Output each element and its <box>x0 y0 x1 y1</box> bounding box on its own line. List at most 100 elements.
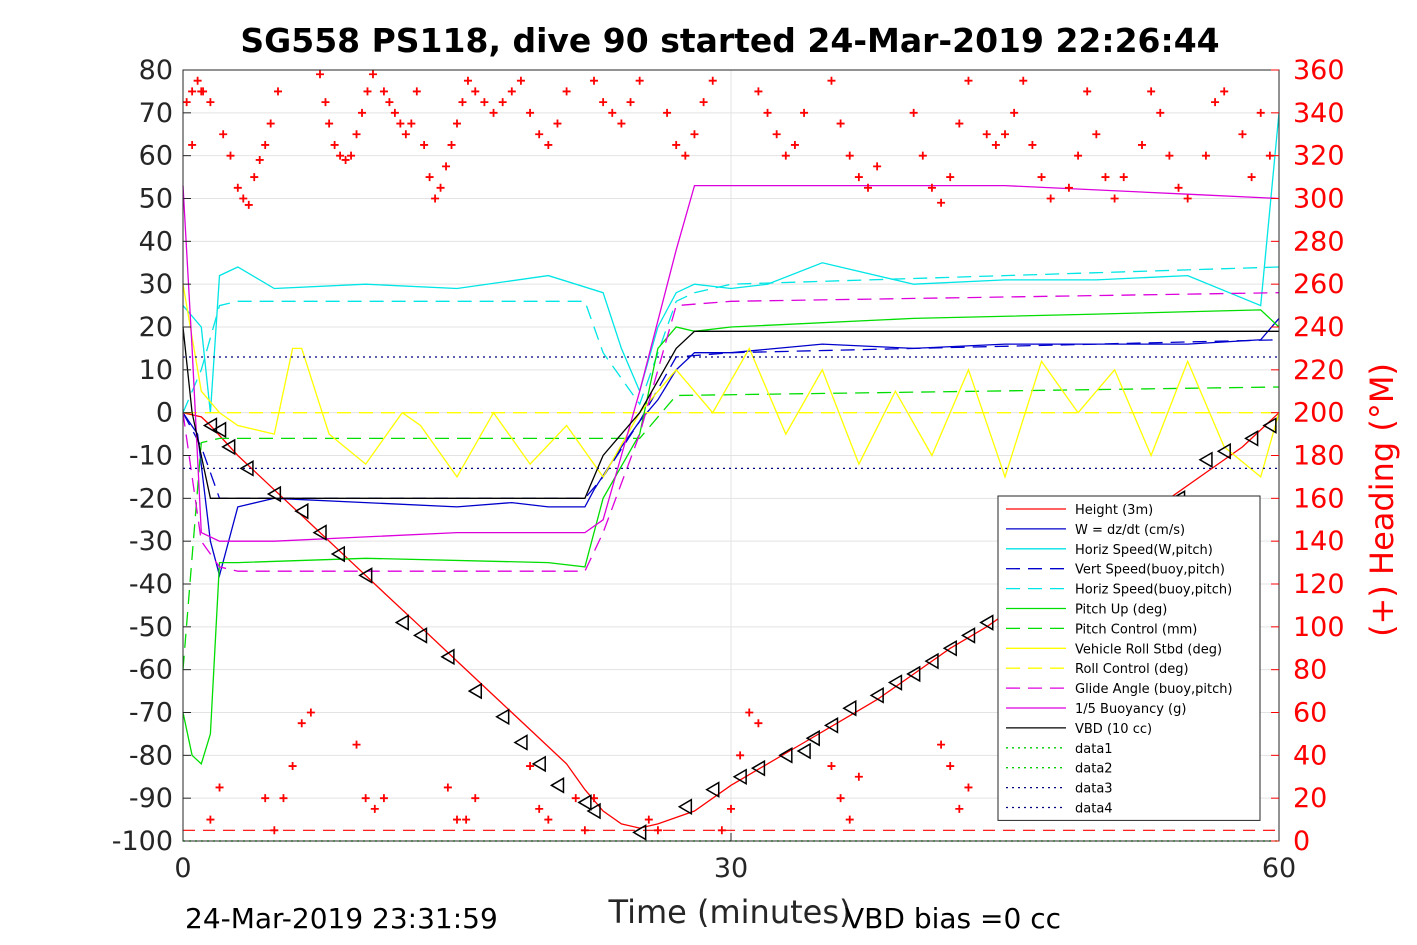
x-tick-label: 60 <box>1262 853 1296 884</box>
heading-point <box>462 815 471 824</box>
heading-point <box>1119 173 1128 182</box>
heading-point <box>1147 87 1156 96</box>
depth-marker <box>412 627 428 644</box>
depth-marker <box>796 742 811 760</box>
depth-marker <box>942 639 957 657</box>
heading-point <box>909 108 918 117</box>
heading-point <box>736 751 745 760</box>
heading-point <box>188 87 197 96</box>
heading-point <box>754 719 763 728</box>
heading-point <box>955 119 964 128</box>
heading-point <box>458 98 467 107</box>
depth-marker <box>924 652 939 670</box>
heading-point <box>1092 130 1101 139</box>
heading-point <box>955 804 964 813</box>
heading-point <box>690 130 699 139</box>
depth-marker <box>778 747 793 764</box>
heading-point <box>653 826 662 835</box>
heading-point <box>516 76 525 85</box>
depth-marker <box>632 824 647 841</box>
depth-marker <box>750 759 766 777</box>
heading-point <box>1220 87 1229 96</box>
right-tick-label: 260 <box>1293 269 1345 300</box>
depth-marker <box>221 438 236 456</box>
heading-point <box>1247 173 1256 182</box>
series-line-2 <box>182 317 1280 578</box>
heading-point <box>453 119 461 128</box>
series-line-8 <box>182 284 1280 479</box>
heading-point <box>845 151 854 160</box>
legend-label: Height (3m) <box>1075 503 1153 518</box>
depth-marker <box>440 648 455 666</box>
heading-point <box>1064 183 1073 192</box>
heading-point <box>590 76 598 85</box>
legend-label: W = dz/dt (cm/s) <box>1075 523 1185 538</box>
depth-marker <box>212 421 227 439</box>
heading-point <box>781 151 790 160</box>
heading-point <box>562 87 571 96</box>
depth-marker <box>732 768 747 786</box>
heading-point <box>836 794 845 803</box>
legend-box <box>997 495 1261 821</box>
heading-point <box>708 76 717 85</box>
right-tick-label: 100 <box>1293 612 1345 643</box>
right-tick-label: 80 <box>1293 655 1327 686</box>
heading-point <box>964 76 973 85</box>
heading-point <box>745 708 754 717</box>
heading-point <box>580 826 589 835</box>
y-tick-label: 0 <box>156 398 173 429</box>
heading-point <box>535 804 544 813</box>
heading-point <box>937 740 946 749</box>
y-tick-label: -60 <box>129 655 173 686</box>
legend-label: Vehicle Roll Stbd (deg) <box>1075 642 1222 657</box>
heading-point <box>553 119 562 128</box>
heading-point <box>279 794 288 803</box>
legend-label: Vert Speed(buoy,pitch) <box>1075 563 1225 578</box>
depth-marker <box>330 545 346 563</box>
heading-point <box>197 87 206 96</box>
right-tick-label: 280 <box>1293 226 1345 257</box>
heading-point <box>864 183 872 192</box>
heading-point <box>407 119 416 128</box>
heading-point <box>1110 194 1119 203</box>
heading-point <box>425 173 434 182</box>
right-tick-label: 140 <box>1293 526 1345 557</box>
right-tick-label: 360 <box>1293 55 1345 86</box>
series-line-12 <box>182 326 1279 499</box>
heading-point <box>845 815 854 824</box>
heading-point <box>1201 151 1210 160</box>
heading-point <box>390 108 399 117</box>
heading-point <box>443 783 452 792</box>
y-tick-label: -10 <box>129 441 173 472</box>
heading-point <box>964 783 973 792</box>
y-tick-label: -30 <box>129 526 173 557</box>
legend-label: Glide Angle (buoy,pitch) <box>1075 682 1233 697</box>
heading-markers <box>182 70 1274 835</box>
heading-point <box>361 794 370 803</box>
y-tick-label: 40 <box>139 226 173 257</box>
heading-point <box>526 108 535 117</box>
series-line-4 <box>182 339 1280 499</box>
heading-point <box>244 200 253 209</box>
depth-marker <box>805 729 820 747</box>
depth-marker <box>823 717 839 734</box>
heading-point <box>352 130 361 139</box>
depth-marker <box>266 485 282 503</box>
depth-marker <box>1244 430 1259 447</box>
depth-marker <box>677 798 693 816</box>
heading-point <box>790 140 799 149</box>
right-tick-label: 340 <box>1293 98 1345 129</box>
right-tick-label: 160 <box>1293 483 1345 514</box>
heading-point <box>239 194 248 203</box>
heading-point <box>233 183 242 192</box>
heading-point <box>215 783 224 792</box>
axis-ticks: 80706050403020100-10-20-30-40-50-60-70-8… <box>112 55 1345 884</box>
depth-marker <box>394 614 409 631</box>
right-axis-label: (+) Heading (°M) <box>1363 363 1401 637</box>
heading-point <box>471 87 480 96</box>
heading-point <box>480 98 489 107</box>
heading-point <box>412 87 421 96</box>
heading-point <box>297 719 306 728</box>
heading-point <box>535 130 544 139</box>
heading-point <box>363 87 372 96</box>
